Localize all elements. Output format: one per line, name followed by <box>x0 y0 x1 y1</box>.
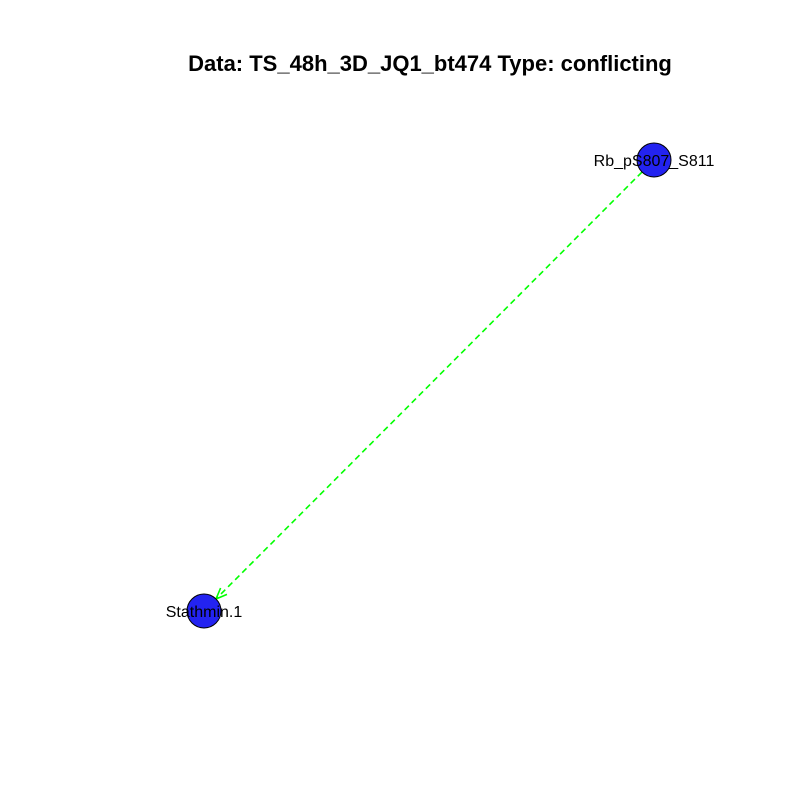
node-label-stathmin: Stathmin.1 <box>166 604 243 621</box>
labels-layer: Rb_pS807_S811 Stathmin.1 <box>166 153 715 621</box>
diagram-title: Data: TS_48h_3D_JQ1_bt474 Type: conflict… <box>188 51 672 76</box>
node-rb <box>636 142 672 178</box>
nodes-layer <box>186 142 672 629</box>
node-stathmin <box>186 593 222 629</box>
edge-rb-to-stathmin <box>215 171 643 600</box>
node-label-rb: Rb_pS807_S811 <box>594 153 715 170</box>
edges-layer <box>214 171 643 601</box>
